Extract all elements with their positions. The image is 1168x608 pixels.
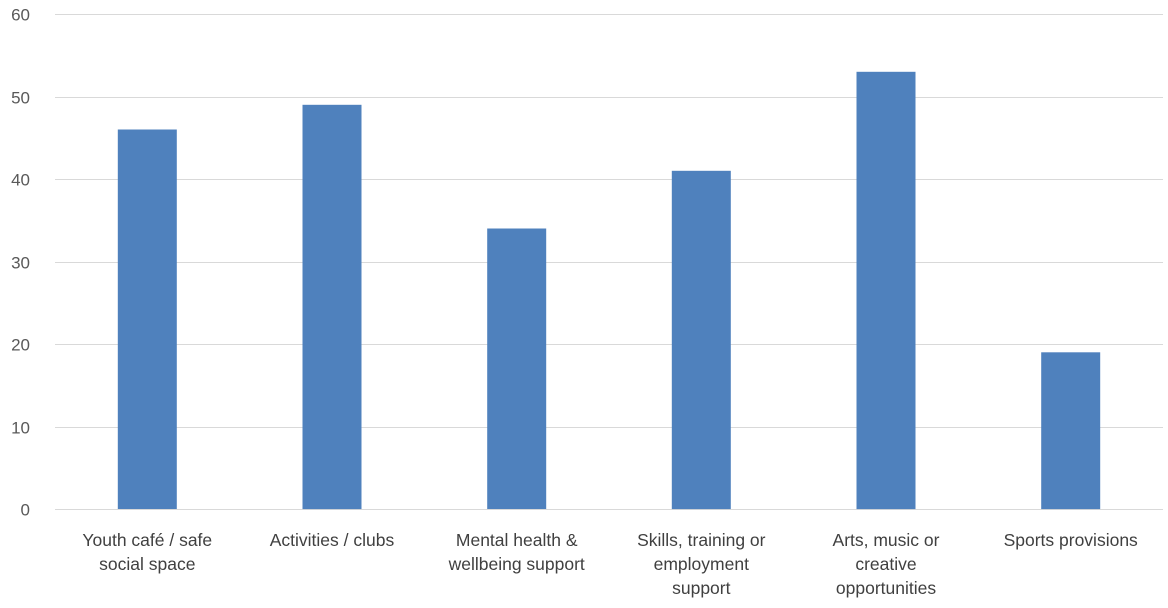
- x-category-label-line: wellbeing support: [448, 554, 585, 574]
- x-category-label: Activities / clubs: [270, 530, 395, 550]
- bar: [487, 228, 547, 509]
- bar: [117, 129, 177, 509]
- x-category-label-line: creative: [855, 554, 916, 574]
- x-category-label-line: opportunities: [836, 578, 936, 598]
- y-tick-label: 50: [11, 89, 30, 108]
- y-tick-label: 0: [21, 501, 30, 520]
- y-tick-label: 60: [11, 6, 30, 25]
- x-category-label-line: social space: [99, 554, 195, 574]
- x-category-label: Sports provisions: [1004, 530, 1138, 550]
- y-tick-label: 20: [11, 336, 30, 355]
- x-category-label-line: Sports provisions: [1004, 530, 1138, 550]
- x-category-label-line: Skills, training or: [637, 530, 766, 550]
- x-category-label: Youth café / safe social space: [82, 530, 212, 574]
- x-category-label-line: employment: [654, 554, 749, 574]
- x-category-label-line: Activities / clubs: [270, 530, 395, 550]
- bar: [302, 104, 362, 510]
- y-tick-label: 30: [11, 254, 30, 273]
- x-category-label: Skills, training or employment support: [637, 530, 766, 598]
- y-tick-label: 10: [11, 419, 30, 438]
- gridlines: [55, 14, 1163, 510]
- bars: [117, 71, 1101, 510]
- bar: [671, 170, 731, 510]
- x-category-label: Mental health & wellbeing support: [448, 530, 585, 574]
- x-category-label-line: Arts, music or: [833, 530, 940, 550]
- x-category-label: Arts, music or creative opportunities: [833, 530, 940, 598]
- x-category-label-line: Youth café / safe: [82, 530, 212, 550]
- y-tick-label: 40: [11, 171, 30, 190]
- bar: [856, 71, 916, 510]
- bar: [1041, 352, 1101, 510]
- x-category-label-line: support: [672, 578, 731, 598]
- x-axis-labels: Youth café / safe social space Activities …: [82, 530, 1138, 598]
- y-axis-ticks: 0 10 20 30 40 50 60: [11, 6, 30, 520]
- x-category-label-line: Mental health &: [456, 530, 578, 550]
